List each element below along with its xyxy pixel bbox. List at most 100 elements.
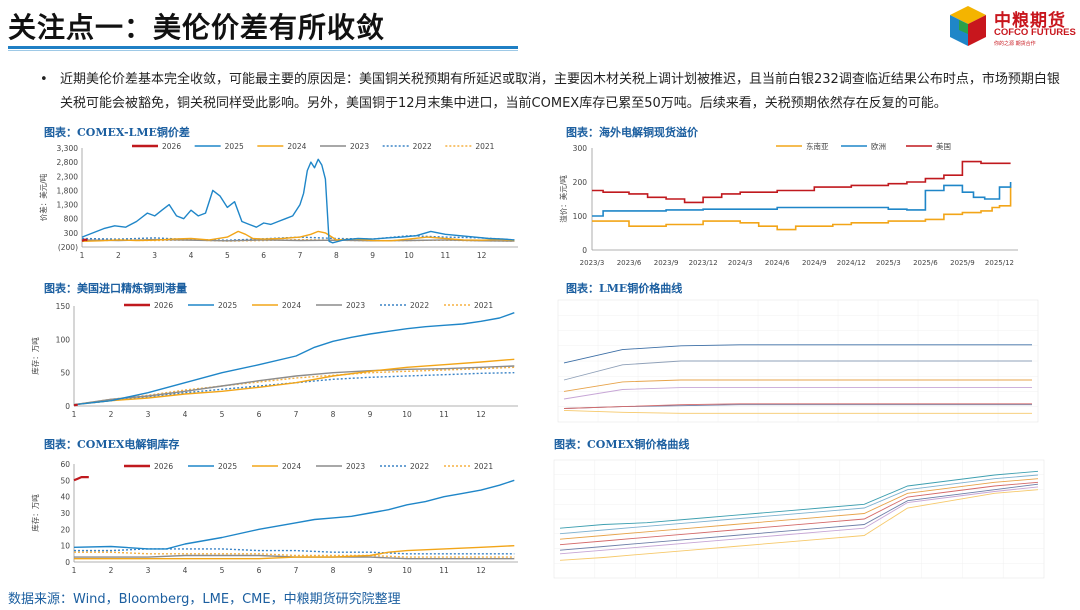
y-tick-label: 200 xyxy=(573,178,588,187)
legend-label-2026: 2026 xyxy=(162,142,181,151)
x-tick-label: 2025/6 xyxy=(913,259,938,267)
series-line-2024 xyxy=(74,545,515,560)
y-axis-label: 价差：美元/吨 xyxy=(38,173,48,221)
chart-lme-curve xyxy=(557,299,1039,423)
x-tick-label: 2025/9 xyxy=(950,259,975,267)
x-tick-label: 10 xyxy=(402,566,412,575)
series-line-2025 xyxy=(73,479,515,550)
y-tick-label: 0 xyxy=(65,558,70,567)
curve-line xyxy=(559,489,1039,561)
y-tick-label: 0 xyxy=(582,246,587,255)
x-tick-label: 12 xyxy=(476,410,486,419)
x-tick-label: 10 xyxy=(404,251,414,260)
series-line-2026 xyxy=(73,476,89,482)
legend-label-2026: 2026 xyxy=(154,301,173,310)
legend-label-2025: 2025 xyxy=(218,462,237,471)
x-tick-label: 6 xyxy=(261,251,266,260)
y-tick-label: 150 xyxy=(56,302,71,311)
y-tick-label: 100 xyxy=(56,335,71,344)
x-tick-label: 8 xyxy=(331,410,336,419)
x-tick-label: 2024/3 xyxy=(728,259,753,267)
x-tick-label: 7 xyxy=(294,410,299,419)
series-line-2024 xyxy=(73,358,515,406)
chart-title-us-import: 图表：美国进口精炼铜到港量 xyxy=(44,282,187,295)
x-tick-label: 6 xyxy=(257,566,262,575)
series-line-2025 xyxy=(81,158,515,244)
chart-comex-curve xyxy=(553,459,1045,579)
y-tick-label: 1,300 xyxy=(57,201,79,210)
curve-line xyxy=(559,483,1039,551)
x-tick-label: 2 xyxy=(116,251,121,260)
x-tick-label: 1 xyxy=(72,410,77,419)
x-tick-label: 10 xyxy=(402,410,412,419)
y-tick-label: 300 xyxy=(64,229,79,238)
x-tick-label: 5 xyxy=(220,566,225,575)
series-line-2023 xyxy=(73,365,515,406)
y-tick-label: 30 xyxy=(60,509,70,518)
series-line-欧洲 xyxy=(592,182,1012,217)
title-underline-thin xyxy=(8,50,518,51)
series-line-美国 xyxy=(592,160,1011,204)
legend-label-2021: 2021 xyxy=(474,462,493,471)
series-line-2026 xyxy=(73,403,78,407)
x-tick-label: 3 xyxy=(152,251,157,260)
y-tick-label: 20 xyxy=(60,525,70,534)
y-axis-label: 溢价：美元/吨 xyxy=(558,175,568,223)
y-tick-label: 100 xyxy=(573,212,588,221)
legend-label: 东南亚 xyxy=(806,141,829,151)
logo: 中粮期货 COFCO FUTURES 你的之源 期货合作 xyxy=(946,4,1076,52)
y-tick-label: 0 xyxy=(65,402,70,411)
legend-label-2025: 2025 xyxy=(218,301,237,310)
x-tick-label: 2023/12 xyxy=(689,259,718,267)
chart-premium: 300 200 100 0 2023/3 2023/6 2023/9 2023/12 2024/… xyxy=(558,141,1018,267)
legend-label-2022: 2022 xyxy=(410,301,429,310)
x-tick-label: 5 xyxy=(225,251,230,260)
x-tick-label: 9 xyxy=(368,410,373,419)
x-tick-label: 12 xyxy=(476,566,486,575)
bullet-text: 近期美伦价差基本完全收敛，可能最主要的原因是：美国铜关税预期有所延迟或取消，主要… xyxy=(60,72,1060,111)
curve-line xyxy=(559,486,1039,555)
legend-label-2021: 2021 xyxy=(474,301,493,310)
legend-label-2023: 2023 xyxy=(346,301,365,310)
logo-tag: 你的之源 期货合作 xyxy=(994,41,1036,47)
x-tick-label: 5 xyxy=(220,410,225,419)
x-tick-label: 4 xyxy=(183,566,188,575)
y-tick-label: 50 xyxy=(60,369,70,378)
curve-line xyxy=(563,409,1032,414)
x-tick-label: 9 xyxy=(368,566,373,575)
curve-line xyxy=(563,403,1032,409)
x-tick-label: 2023/9 xyxy=(654,259,679,267)
legend-label-2022: 2022 xyxy=(413,142,432,151)
legend-label-2024: 2024 xyxy=(282,462,301,471)
x-tick-label: 8 xyxy=(334,251,339,260)
y-axis-label: 库存：万吨 xyxy=(30,337,40,375)
x-tick-label: 1 xyxy=(80,251,85,260)
x-tick-label: 11 xyxy=(439,566,449,575)
x-tick-label: 2025/3 xyxy=(876,259,901,267)
y-tick-label: 60 xyxy=(60,460,70,469)
legend-label-2026: 2026 xyxy=(154,462,173,471)
series-line-2025 xyxy=(73,312,515,406)
x-tick-label: 3 xyxy=(146,410,151,419)
x-tick-label: 11 xyxy=(441,251,451,260)
series-line-2022 xyxy=(81,234,515,241)
x-tick-label: 2024/9 xyxy=(802,259,827,267)
y-tick-label: (200) xyxy=(58,243,78,252)
x-tick-label: 9 xyxy=(370,251,375,260)
cofco-cube-icon xyxy=(950,6,986,46)
y-tick-label: 300 xyxy=(573,144,588,153)
y-tick-label: 1,800 xyxy=(57,186,79,195)
x-tick-label: 2023/3 xyxy=(580,259,605,267)
chart-title-spread: 图表：COMEX-LME铜价差 xyxy=(44,126,190,139)
y-tick-label: 2,800 xyxy=(57,158,79,167)
x-tick-label: 8 xyxy=(331,566,336,575)
x-tick-label: 6 xyxy=(257,410,262,419)
x-tick-label: 2025/12 xyxy=(985,259,1014,267)
x-tick-label: 4 xyxy=(183,410,188,419)
x-tick-label: 11 xyxy=(439,410,449,419)
curve-line xyxy=(559,481,1039,546)
legend-label-2021: 2021 xyxy=(475,142,494,151)
data-source: 数据来源：Wind，Bloomberg，LME，CME，中粮期货研究院整理 xyxy=(8,592,401,607)
